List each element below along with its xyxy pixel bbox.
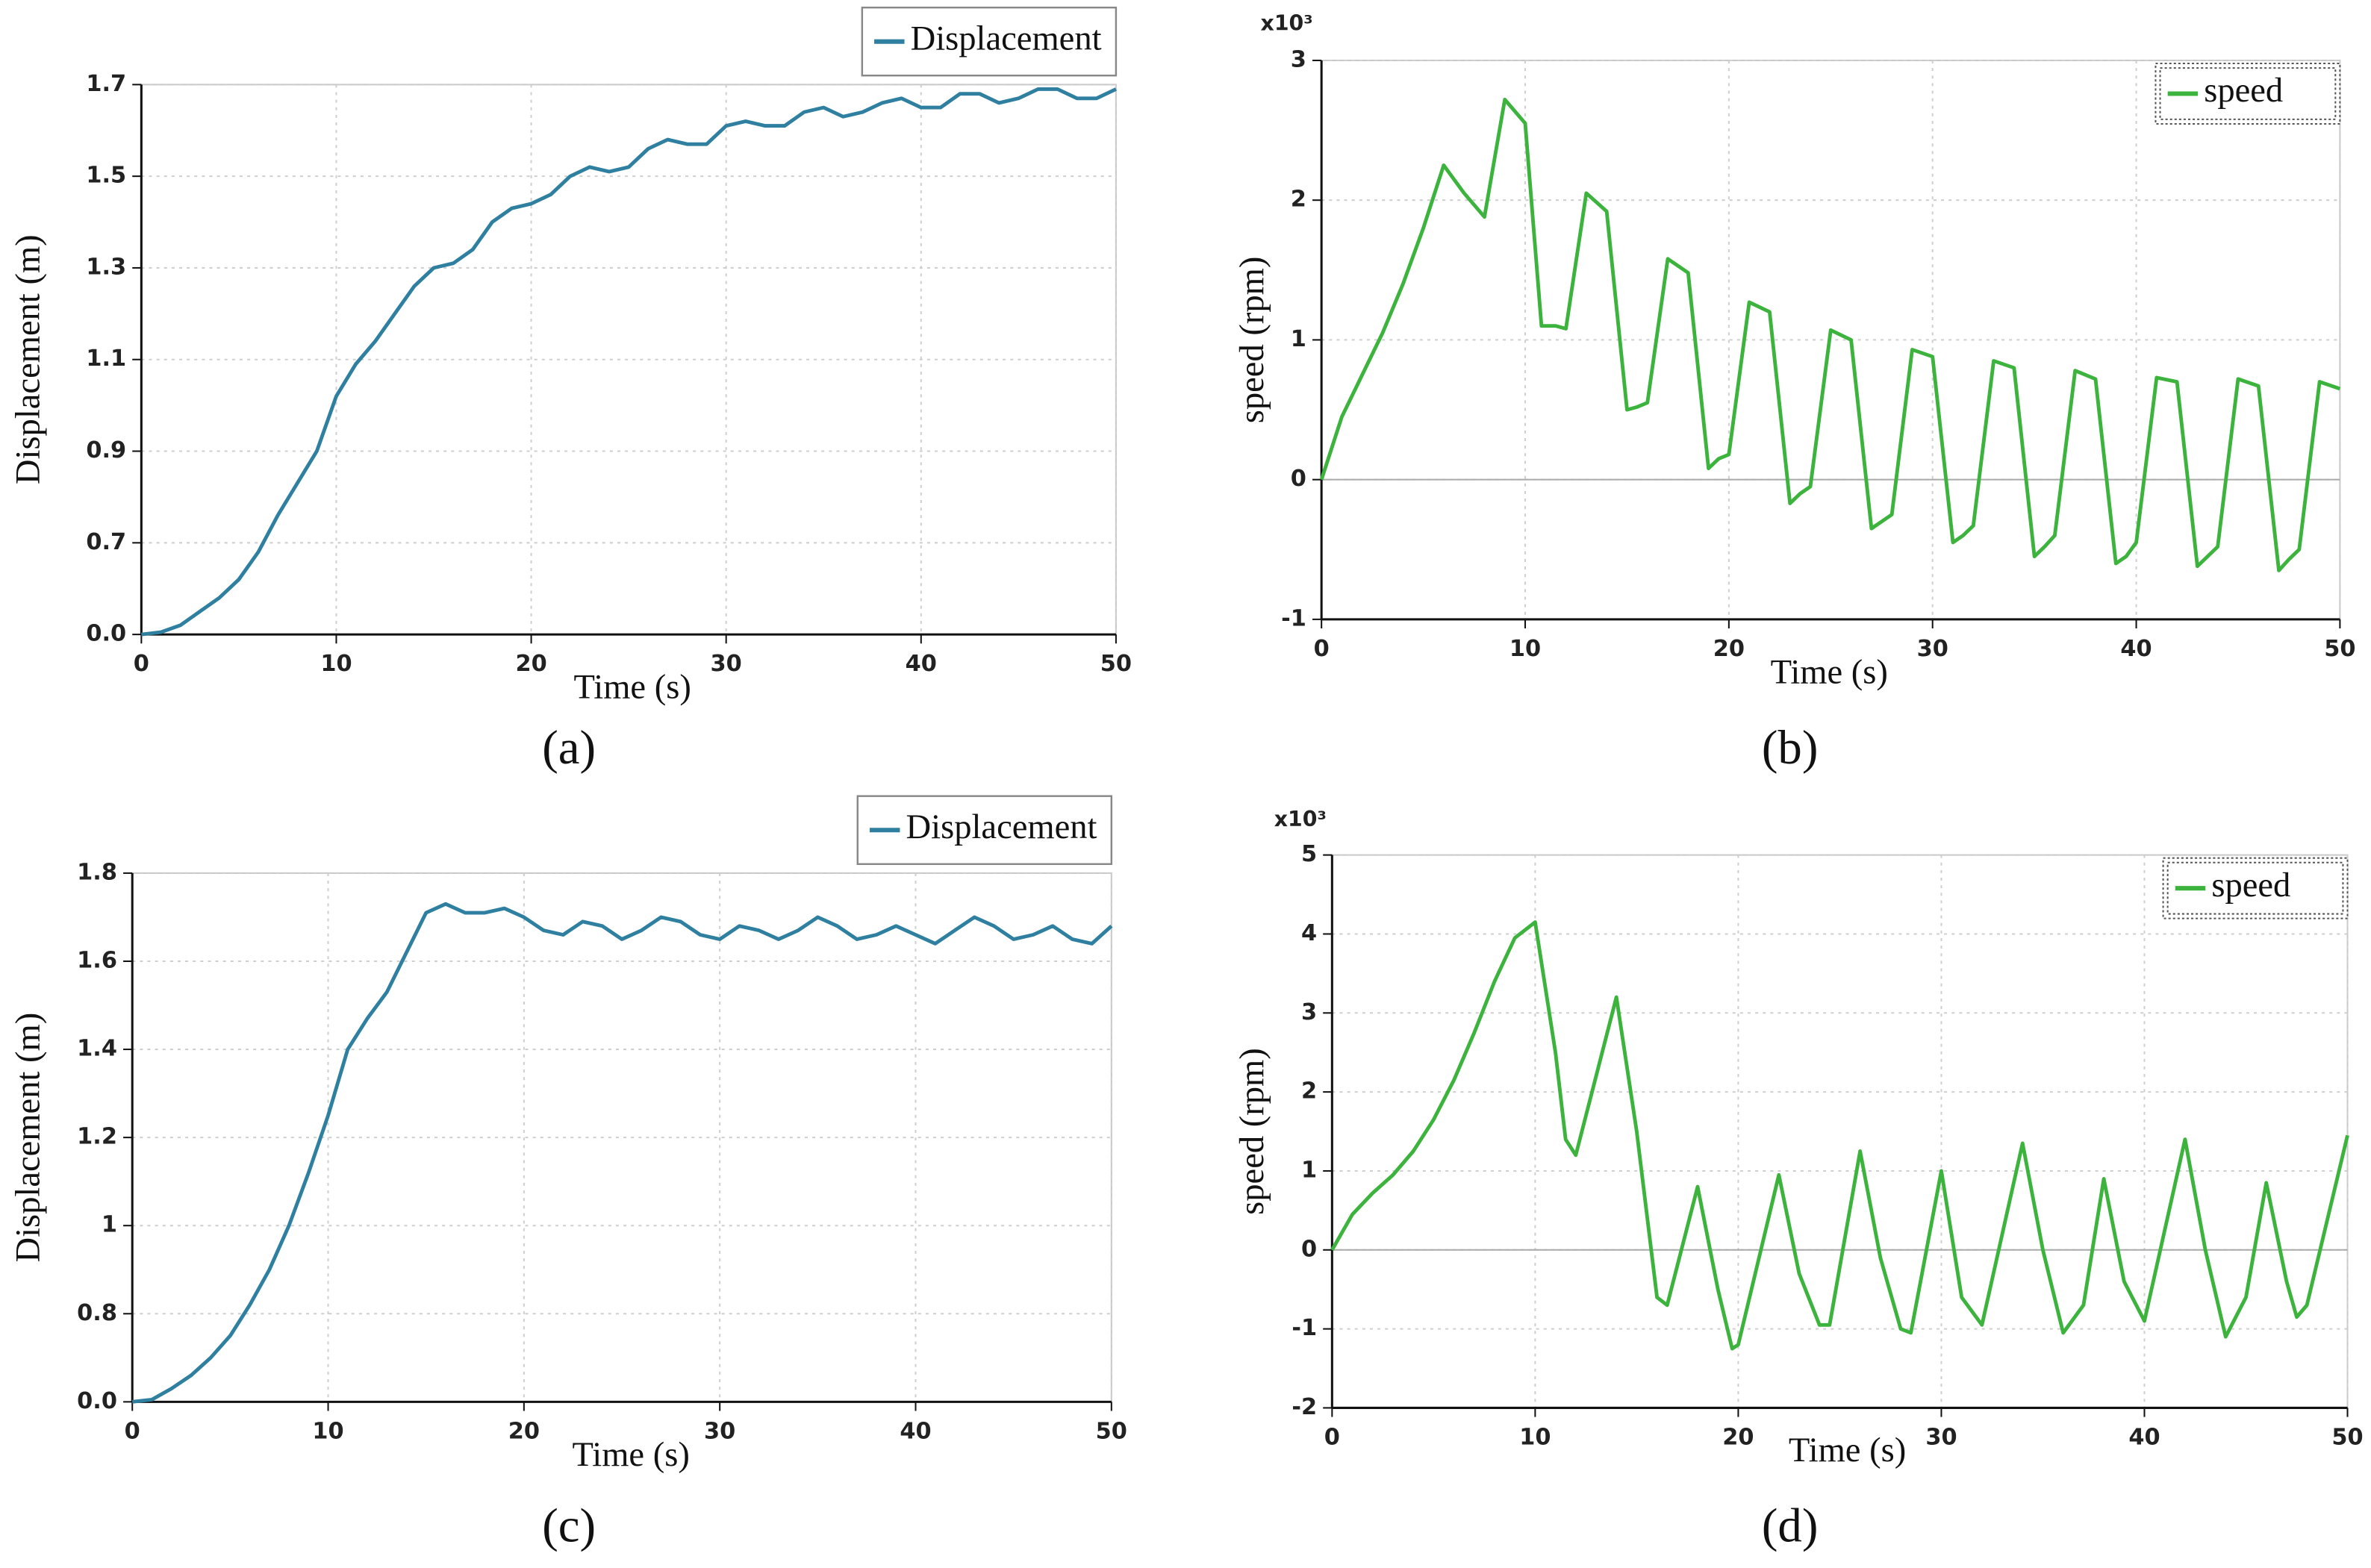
y-tick-label: 1.7 bbox=[86, 71, 126, 97]
legend-box-inner bbox=[2166, 861, 2344, 915]
y-tick-label: 1.1 bbox=[86, 346, 126, 372]
y-tick-label: 0 bbox=[1291, 466, 1306, 492]
x-tick-label: 40 bbox=[2128, 1424, 2160, 1450]
x-tick-label: 50 bbox=[1100, 651, 1132, 677]
x-axis-label: Time (s) bbox=[574, 669, 691, 707]
x-tick-label: 10 bbox=[320, 651, 352, 677]
x-tick-label: 30 bbox=[711, 651, 742, 677]
axis-multiplier: x10³ bbox=[1261, 10, 1313, 35]
y-tick-label: 2 bbox=[1291, 187, 1306, 213]
x-tick-label: 30 bbox=[704, 1418, 735, 1444]
legend-box-inner bbox=[2159, 67, 2337, 120]
y-tick-label: 0.0 bbox=[86, 621, 126, 647]
y-tick-label: 3 bbox=[1301, 999, 1317, 1025]
y-tick-label: 0.7 bbox=[86, 529, 126, 555]
x-tick-label: 40 bbox=[900, 1418, 931, 1444]
x-tick-label: 10 bbox=[1509, 636, 1541, 662]
y-tick-label: 1 bbox=[1301, 1157, 1317, 1183]
x-tick-label: 0 bbox=[1314, 636, 1330, 662]
x-tick-label: 20 bbox=[515, 651, 546, 677]
x-tick-label: 10 bbox=[312, 1418, 343, 1444]
y-axis-label: Displacement (m) bbox=[9, 1013, 47, 1263]
data-line bbox=[1319, 97, 2341, 572]
panel-label: (d) bbox=[1762, 1499, 1819, 1552]
y-axis-label: speed (rpm) bbox=[1233, 1048, 1271, 1215]
y-tick-label: 1 bbox=[1291, 326, 1306, 352]
y-tick-label: -1 bbox=[1281, 605, 1306, 631]
y-tick-label: 1.4 bbox=[77, 1036, 117, 1062]
x-tick-label: 50 bbox=[2324, 636, 2355, 662]
y-tick-label: -2 bbox=[1292, 1394, 1317, 1420]
data-line bbox=[141, 87, 1117, 637]
x-tick-label: 0 bbox=[125, 1418, 140, 1444]
axis-multiplier: x10³ bbox=[1274, 807, 1327, 831]
y-tick-label: 3 bbox=[1291, 46, 1306, 72]
y-tick-label: 0.8 bbox=[77, 1300, 117, 1326]
y-tick-label: 1.5 bbox=[86, 163, 126, 189]
y-tick-label: 1 bbox=[102, 1212, 117, 1238]
legend-label: Displacement bbox=[911, 19, 1102, 57]
x-axis-label: Time (s) bbox=[572, 1436, 689, 1474]
x-axis-label: Time (s) bbox=[1789, 1431, 1906, 1469]
x-tick-label: 20 bbox=[1722, 1424, 1754, 1450]
x-tick-label: 10 bbox=[1519, 1424, 1551, 1450]
data-line bbox=[131, 902, 1113, 1404]
y-axis-label: Displacement (m) bbox=[9, 234, 47, 484]
data-line bbox=[1330, 920, 2349, 1351]
x-tick-label: 0 bbox=[134, 651, 149, 677]
legend-label: speed bbox=[2204, 72, 2283, 110]
panel-label: (b) bbox=[1762, 721, 1819, 775]
legend-label: speed bbox=[2211, 866, 2290, 905]
x-tick-label: 50 bbox=[1096, 1418, 1127, 1444]
x-tick-label: 40 bbox=[906, 651, 937, 677]
x-tick-label: 30 bbox=[1917, 636, 1948, 662]
legend-label: Displacement bbox=[906, 808, 1097, 846]
y-tick-label: 2 bbox=[1301, 1078, 1317, 1105]
panel-label: (c) bbox=[542, 1499, 596, 1552]
y-tick-label: 0.9 bbox=[86, 437, 126, 463]
y-tick-label: 5 bbox=[1301, 841, 1317, 867]
y-tick-label: 0 bbox=[1301, 1236, 1317, 1262]
y-tick-label: 1.6 bbox=[77, 947, 117, 973]
x-tick-label: 40 bbox=[2120, 636, 2152, 662]
x-tick-label: 20 bbox=[508, 1418, 540, 1444]
y-tick-label: 1.8 bbox=[77, 859, 117, 885]
x-tick-label: 0 bbox=[1324, 1424, 1340, 1450]
y-tick-label: 4 bbox=[1301, 920, 1317, 946]
x-tick-label: 20 bbox=[1713, 636, 1745, 662]
y-tick-label: 1.3 bbox=[86, 254, 126, 280]
y-tick-label: 1.2 bbox=[77, 1124, 117, 1150]
x-tick-label: 50 bbox=[2331, 1424, 2363, 1450]
y-tick-label: -1 bbox=[1292, 1315, 1317, 1341]
plot-frame bbox=[1331, 854, 2349, 1409]
x-tick-label: 30 bbox=[1925, 1424, 1957, 1450]
y-tick-label: 0.0 bbox=[77, 1388, 117, 1414]
y-axis-label: speed (rpm) bbox=[1233, 257, 1271, 424]
panel-label: (a) bbox=[542, 721, 596, 775]
x-axis-label: Time (s) bbox=[1771, 653, 1888, 691]
